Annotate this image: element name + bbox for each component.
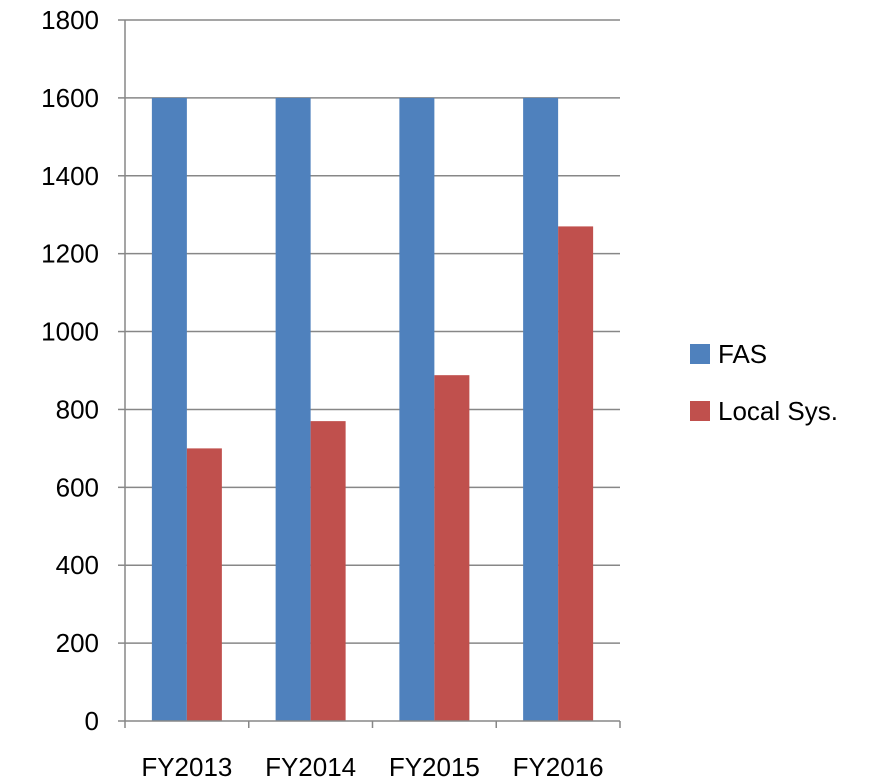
- x-tick-label: FY2013: [141, 752, 232, 782]
- bar-fas-fy2013: [151, 97, 187, 721]
- legend-label-local-sys: Local Sys.: [718, 396, 838, 426]
- y-tick-label: 1800: [41, 5, 99, 35]
- y-tick-label: 600: [56, 472, 99, 502]
- y-tick-label: 200: [56, 628, 99, 658]
- bar-local-sys-fy2014: [310, 421, 346, 721]
- bar-local-sys-fy2013: [186, 448, 222, 721]
- legend-swatch-fas: [690, 344, 710, 364]
- bar-fas-fy2016: [523, 97, 559, 721]
- y-tick-label: 400: [56, 550, 99, 580]
- bar-fas-fy2015: [399, 97, 435, 721]
- legend-swatch-local-sys: [690, 401, 710, 421]
- y-tick-label: 1600: [41, 83, 99, 113]
- y-tick-label: 1000: [41, 317, 99, 347]
- x-tick-label: FY2014: [265, 752, 356, 782]
- bar-fas-fy2014: [275, 97, 311, 721]
- y-tick-label: 800: [56, 394, 99, 424]
- y-tick-labels: 0 200 400 600 800 1000 1200 1400 1600 1800: [41, 5, 99, 736]
- y-tick-label: 1400: [41, 161, 99, 191]
- x-tick-label: FY2016: [513, 752, 604, 782]
- bars: [151, 97, 594, 721]
- y-tick-label: 1200: [41, 239, 99, 269]
- x-tick-labels: FY2013 FY2014 FY2015 FY2016: [141, 752, 603, 782]
- y-tick-label: 0: [85, 706, 99, 736]
- x-tick-label: FY2015: [389, 752, 480, 782]
- axes: [118, 19, 621, 728]
- bar-local-sys-fy2016: [558, 226, 594, 721]
- legend: FAS Local Sys.: [690, 339, 838, 426]
- bar-local-sys-fy2015: [434, 375, 470, 721]
- legend-label-fas: FAS: [718, 339, 767, 369]
